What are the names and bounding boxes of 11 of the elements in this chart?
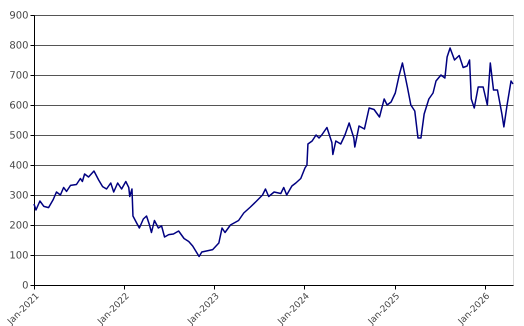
y-tick-label: 600 [9, 100, 28, 112]
y-tick-label: 200 [9, 220, 28, 232]
y-tick-label: 800 [9, 40, 28, 52]
line-series [33, 47, 514, 258]
y-tick-label: 300 [9, 190, 28, 202]
y-tick-label: 100 [9, 250, 28, 262]
y-tick-label: 400 [9, 160, 28, 172]
y-tick-label: 900 [9, 10, 28, 22]
y-tick-label: 0 [22, 280, 28, 292]
y-tick-label: 700 [9, 70, 28, 82]
y-tick-label: 500 [9, 130, 28, 142]
